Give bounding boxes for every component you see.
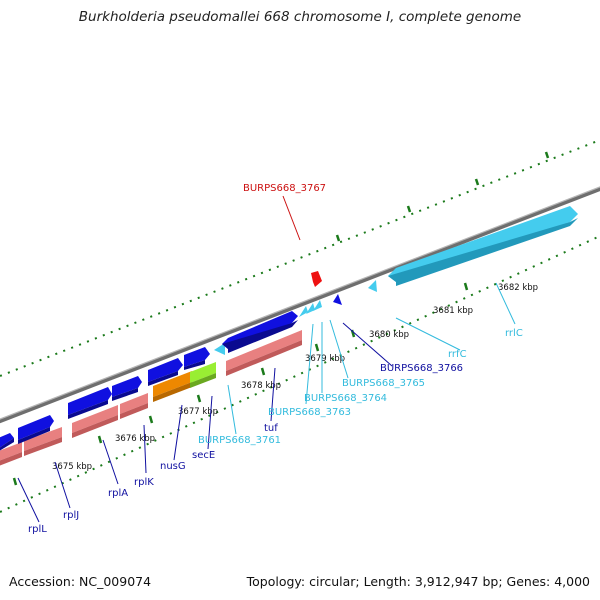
gene-label-burps668-3763: BURPS668_3763	[268, 407, 351, 418]
protein-bar	[0, 452, 22, 466]
gene-label-burps668-3761: BURPS668_3761	[198, 435, 281, 446]
cds-arrow	[148, 358, 183, 386]
gene-label-nusg: nusG	[160, 461, 186, 472]
cds-arrow-long	[222, 311, 298, 353]
green-bar	[190, 362, 216, 383]
tick-rows	[0, 139, 600, 513]
kbp-label: 3675 kbp	[52, 462, 92, 472]
protein-bar	[120, 403, 148, 419]
gene-label-rrfc: rrfC	[448, 349, 467, 360]
map-title: Burkholderia pseudomallei 668 chromosome…	[78, 9, 522, 25]
cds-arrow	[112, 376, 142, 401]
gene-label-rplk: rplK	[134, 477, 154, 488]
orange-bar	[153, 371, 192, 397]
cds-arrows	[0, 206, 578, 451]
gene-label-sece: secE	[192, 450, 215, 461]
protein-bar	[226, 330, 302, 371]
leader-lines	[17, 195, 516, 523]
rrlC-arrow	[388, 206, 578, 286]
cds-arrow	[184, 347, 210, 370]
gene-label-rpla: rplA	[108, 488, 128, 499]
protein-bar	[24, 427, 62, 451]
gene-label-rplj: rplJ	[63, 510, 79, 521]
chromosome-backbone	[0, 186, 600, 424]
protein-bar	[72, 405, 118, 433]
kbp-label: 3678 kbp	[241, 381, 281, 391]
cds-arrow	[214, 343, 225, 355]
topology-text: Topology: circular; Length: 3,912,947 bp…	[246, 574, 590, 589]
kbp-label: 3681 kbp	[433, 306, 473, 316]
major-ticks	[12, 151, 550, 486]
gene-label-rpll: rplL	[28, 524, 47, 535]
protein-bar	[0, 442, 22, 461]
red-marker	[311, 271, 322, 287]
gene-label-tuf: tuf	[264, 423, 278, 434]
protein-bars	[0, 330, 302, 466]
protein-bar	[72, 415, 118, 438]
gene-label-burps668-3764: BURPS668_3764	[304, 393, 387, 404]
kbp-label: 3682 kbp	[498, 283, 538, 293]
protein-bar	[226, 340, 302, 376]
cds-arrow	[68, 387, 112, 419]
gene-labels: BURPS668_3767 BURPS668_3766 rrfC rrlC BU…	[28, 183, 523, 535]
gene-label-burps668-3767: BURPS668_3767	[243, 183, 326, 194]
green-bar-shade	[190, 373, 216, 388]
kbp-label: 3679 kbp	[305, 354, 345, 364]
protein-bar	[120, 393, 148, 414]
tick-row-outer	[0, 139, 600, 377]
kbp-label: 3680 kbp	[369, 330, 409, 340]
colored-bars	[153, 362, 216, 402]
kbp-label: 3676 kbp	[115, 434, 155, 444]
rna-arrow	[368, 280, 377, 292]
cds-arrow-small	[299, 294, 342, 317]
orange-bar-shade	[153, 382, 192, 402]
gene-label-burps668-3766: BURPS668_3766	[380, 363, 463, 374]
accession-text: Accession: NC_009074	[9, 574, 152, 589]
kbp-label: 3677 kbp	[178, 407, 218, 417]
cds-arrow	[18, 415, 54, 444]
kbp-labels: 3675 kbp 3676 kbp 3677 kbp 3678 kbp 3679…	[52, 283, 538, 472]
gene-label-burps668-3765: BURPS668_3765	[342, 378, 425, 389]
cds-arrow	[0, 433, 14, 451]
gene-label-rrlc: rrlC	[505, 328, 523, 339]
protein-bar	[24, 437, 62, 456]
